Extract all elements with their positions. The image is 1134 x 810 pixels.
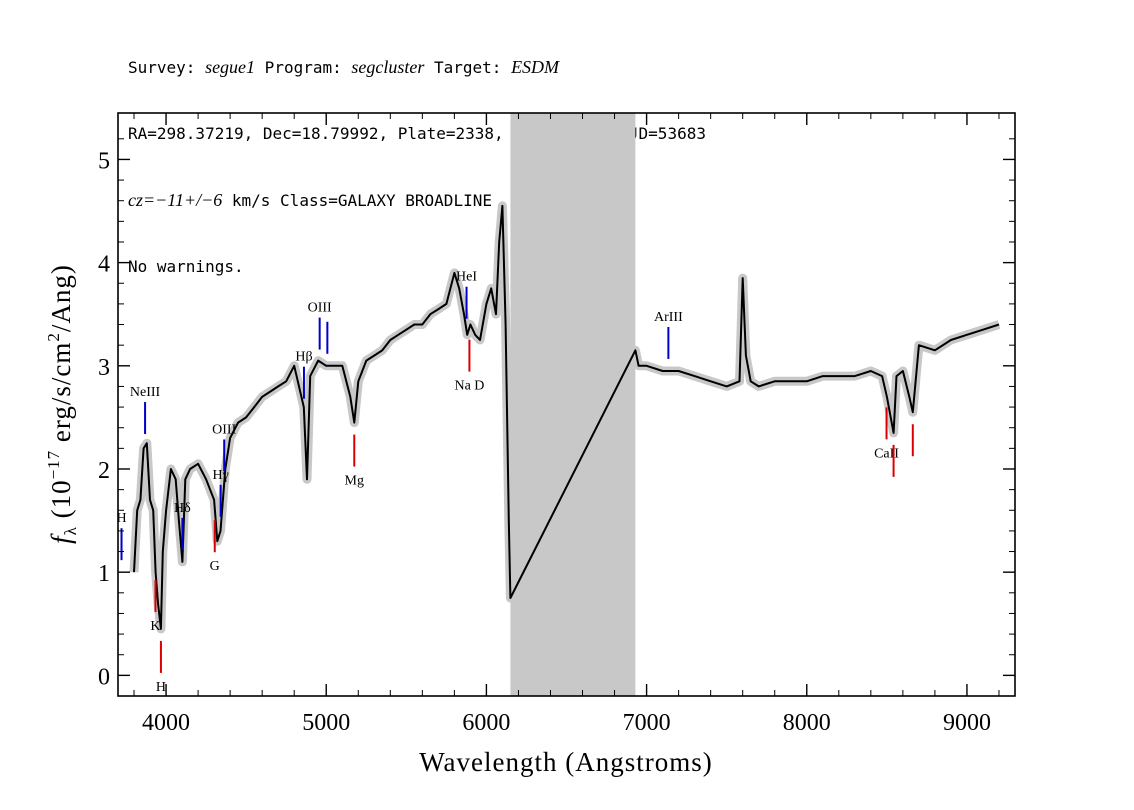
line-label: NeIII <box>130 385 161 400</box>
line-label: Mg <box>345 474 364 489</box>
masked-region <box>510 113 636 696</box>
x-tick-label: 4000 <box>142 710 190 736</box>
survey-label: Survey: <box>128 58 206 77</box>
line-label: ArIII <box>654 310 683 325</box>
header-line-3: cz=−11+/−6 km/s Class=GALAXY BROADLINE <box>128 189 706 212</box>
line-label: Na D <box>454 379 484 394</box>
class-info: km/s Class=GALAXY BROADLINE <box>222 191 492 210</box>
line-label: H <box>116 511 126 526</box>
spectrum-line <box>133 204 1000 630</box>
x-tick-label: 9000 <box>943 710 991 736</box>
target-value: ESDM <box>511 57 560 77</box>
x-axis-title: Wavelength (Angstroms) <box>419 747 713 777</box>
line-label: Hγ <box>213 468 229 483</box>
header-line-4: No warnings. <box>128 257 244 276</box>
y-tick-label: 2 <box>98 458 110 484</box>
y-tick-label: 1 <box>98 561 110 587</box>
line-label: HeI <box>456 270 477 285</box>
x-tick-label: 5000 <box>302 710 350 736</box>
redshift-value: cz=−11+/−6 <box>128 190 223 210</box>
y-axis-title: fλ (10−17 erg/s/cm2/Ang) <box>44 264 80 544</box>
program-value: segcluster <box>351 57 425 77</box>
y-tick-label: 3 <box>98 355 110 381</box>
plot-frame <box>117 112 1016 697</box>
line-label: CaII <box>874 446 899 461</box>
line-label: Hδ <box>174 501 191 516</box>
x-tick-label: 7000 <box>623 710 671 736</box>
line-label: OIII <box>212 422 236 437</box>
line-label: H <box>156 680 166 695</box>
line-label: K <box>150 619 160 634</box>
y-tick-label: 5 <box>98 148 110 174</box>
line-label: OIII <box>308 301 332 316</box>
y-tick-label: 0 <box>98 664 110 690</box>
y-tick-label: 4 <box>98 252 110 278</box>
program-label: Program: <box>255 58 352 77</box>
survey-value: segue1 <box>205 57 256 77</box>
spectrum-header: Survey: segue1 Program: segcluster Targe… <box>128 12 706 300</box>
target-label: Target: <box>424 58 512 77</box>
header-line-1: Survey: segue1 Program: segcluster Targe… <box>128 56 706 79</box>
line-label: G <box>210 559 220 574</box>
x-tick-label: 6000 <box>462 710 510 736</box>
line-label: Hβ <box>295 350 312 365</box>
x-tick-label: 8000 <box>783 710 831 736</box>
